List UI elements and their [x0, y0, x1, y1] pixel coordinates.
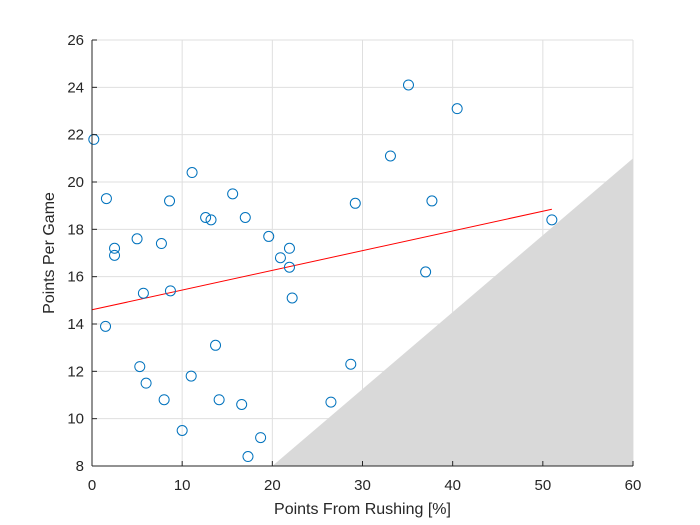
data-point [426, 195, 438, 207]
x-tick-label: 10 [174, 477, 191, 494]
data-point [158, 394, 170, 406]
x-tick-label: 20 [264, 477, 281, 494]
y-tick-label: 12 [67, 363, 84, 380]
x-axis-label: Points From Rushing [%] [274, 501, 451, 518]
data-point [384, 150, 396, 162]
shaded-region [272, 158, 633, 467]
data-point [164, 195, 176, 207]
data-point [134, 361, 146, 373]
x-tick-label: 50 [534, 477, 551, 494]
y-axis-label: Points Per Game [41, 192, 58, 314]
data-point [137, 287, 149, 299]
x-tick-label: 60 [625, 477, 642, 494]
y-tick-label: 10 [67, 411, 84, 428]
data-point [88, 133, 100, 145]
data-point [451, 103, 463, 115]
x-tick-label: 30 [354, 477, 371, 494]
y-tick-label: 18 [67, 221, 84, 238]
y-tick-label: 8 [76, 458, 84, 475]
data-points [88, 79, 558, 463]
data-point [210, 339, 222, 351]
data-point [213, 394, 225, 406]
x-tick-labels: 0 10 20 30 40 50 60 [88, 477, 642, 494]
y-tick-label: 14 [67, 316, 84, 333]
data-point [109, 249, 121, 261]
data-point [205, 214, 217, 226]
data-point [420, 266, 432, 278]
data-point [349, 197, 361, 209]
y-tick-label: 16 [67, 269, 84, 286]
y-tick-label: 20 [67, 174, 84, 191]
data-point [242, 451, 254, 463]
x-tick-label: 0 [88, 477, 96, 494]
data-point [176, 425, 188, 436]
data-point [200, 212, 212, 223]
data-point [100, 320, 112, 332]
data-point [186, 167, 198, 179]
data-point [239, 212, 251, 223]
data-point [274, 252, 286, 264]
y-tick-label: 22 [67, 127, 84, 144]
data-point [283, 261, 295, 273]
data-point [283, 242, 295, 254]
data-point [155, 238, 167, 250]
data-point [325, 396, 337, 408]
data-point [164, 285, 176, 297]
y-tick-label: 24 [67, 79, 84, 96]
x-tick-label: 40 [444, 477, 461, 494]
data-point [345, 358, 357, 370]
data-point [236, 398, 248, 410]
data-point [286, 292, 298, 304]
data-point [140, 377, 152, 389]
regression-line [91, 208, 552, 311]
data-point [131, 233, 143, 245]
data-point [109, 242, 121, 254]
y-tick-label: 26 [67, 32, 84, 49]
data-point [263, 230, 275, 242]
data-point [255, 432, 267, 444]
y-tick-labels: 8 10 12 14 16 18 20 22 24 26 [67, 32, 84, 475]
data-point [100, 193, 112, 205]
data-point [546, 214, 558, 226]
axes [91, 39, 634, 467]
data-point [227, 188, 239, 200]
data-point [185, 370, 197, 382]
data-point [402, 79, 414, 91]
